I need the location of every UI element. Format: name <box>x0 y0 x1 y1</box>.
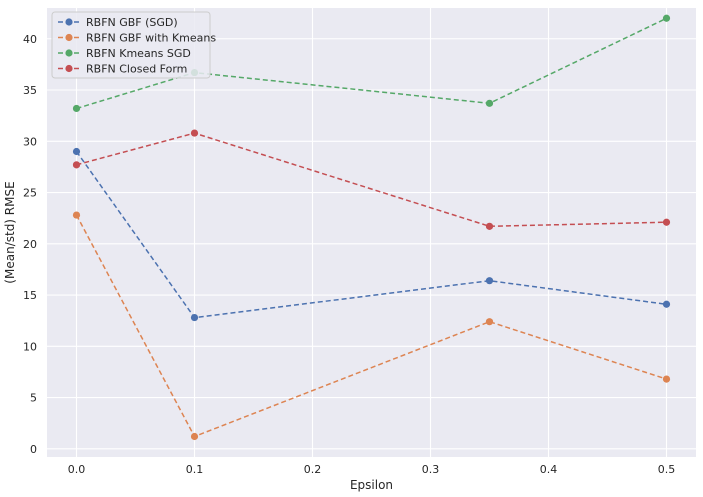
data-point <box>72 161 81 169</box>
y-tick-label: 25 <box>23 187 37 200</box>
legend-label: RBFN Kmeans SGD <box>86 47 191 60</box>
y-axis-ticks: 0 5 10 15 20 25 30 35 40 <box>23 33 37 456</box>
series <box>72 129 671 230</box>
legend-item: RBFN GBF with Kmeans <box>58 32 216 45</box>
data-point <box>485 99 494 107</box>
series-line <box>75 151 667 319</box>
y-tick-label: 0 <box>30 443 37 456</box>
data-point <box>662 375 671 383</box>
legend-marker <box>65 18 73 26</box>
grid-lines <box>47 8 696 457</box>
series-line <box>76 132 667 228</box>
series <box>72 211 671 441</box>
x-tick-label: 0.4 <box>540 463 558 476</box>
data-point <box>485 222 494 230</box>
x-tick-label: 0.5 <box>658 463 676 476</box>
legend-label: RBFN Closed Form <box>86 63 187 76</box>
y-tick-label: 5 <box>30 392 37 405</box>
legend-label: RBFN GBF (SGD) <box>86 16 178 29</box>
data-point <box>72 147 81 156</box>
data-point <box>485 318 494 326</box>
data-point <box>72 104 81 113</box>
data-point <box>190 129 199 137</box>
data-point <box>190 432 199 441</box>
series <box>72 147 671 322</box>
data-point <box>662 218 671 226</box>
legend-marker <box>65 49 73 57</box>
data-point <box>485 277 494 285</box>
y-tick-label: 30 <box>23 135 37 148</box>
y-tick-label: 15 <box>23 289 37 302</box>
legend-marker <box>65 33 73 42</box>
y-tick-label: 40 <box>23 33 37 46</box>
x-tick-label: 0.0 <box>68 463 86 476</box>
y-tick-label: 35 <box>23 84 37 97</box>
y-tick-label: 10 <box>23 340 37 353</box>
legend-item: RBFN Kmeans SGD <box>58 47 191 60</box>
series-line <box>75 214 667 438</box>
plot-background <box>47 8 696 457</box>
legend-item: RBFN Closed Form <box>58 63 187 76</box>
x-tick-label: 0.1 <box>186 463 204 476</box>
legend-item: RBFN GBF (SGD) <box>58 16 178 29</box>
legend: RBFN GBF (SGD) RBFN GBF with Kmeans RBFN K… <box>51 11 216 79</box>
x-axis-label: Epsilon <box>350 478 393 492</box>
data-point <box>190 313 199 322</box>
x-tick-label: 0.2 <box>304 463 322 476</box>
data-point <box>662 300 671 308</box>
data-point <box>662 14 671 22</box>
legend-box <box>51 11 211 79</box>
y-tick-label: 20 <box>23 238 37 251</box>
x-axis-ticks: 0.0 0.1 0.2 0.3 0.4 0.5 <box>68 463 676 476</box>
series-layer <box>72 14 671 441</box>
legend-marker <box>65 64 73 73</box>
data-point <box>72 211 81 219</box>
legend-label: RBFN GBF with Kmeans <box>86 32 216 45</box>
y-axis-label: (Mean/std) RMSE <box>3 181 17 283</box>
x-tick-label: 0.3 <box>422 463 440 476</box>
